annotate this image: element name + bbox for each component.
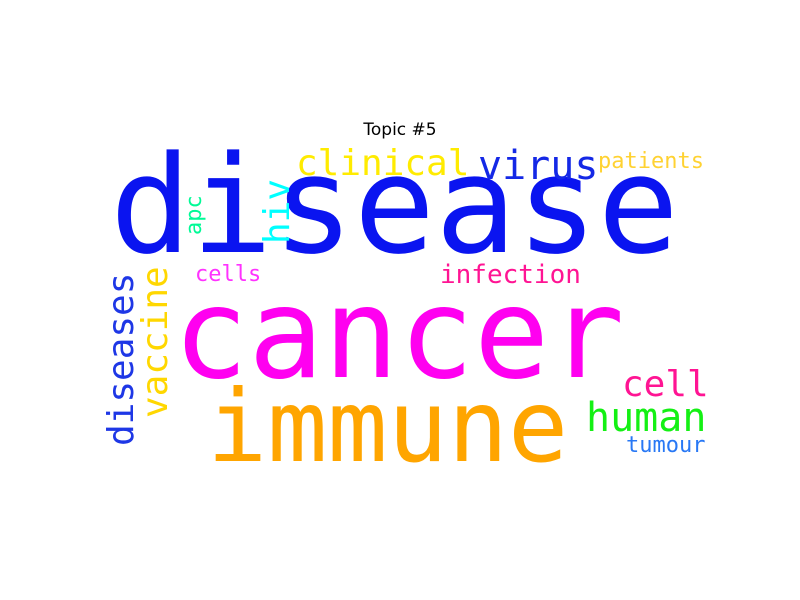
word-human: human: [586, 395, 707, 441]
word-cloud-title: Topic #5: [363, 120, 437, 140]
word-cancer: cancer: [173, 262, 625, 407]
word-patients: patients: [598, 149, 704, 174]
word-cell: cell: [622, 364, 709, 405]
word-apc: apc: [182, 195, 207, 235]
word-tumour: tumour: [626, 433, 706, 458]
word-hiv: hiv: [257, 178, 298, 244]
word-cells: cells: [195, 262, 262, 287]
word-vaccine: vaccine: [135, 266, 176, 418]
word-immune: immune: [207, 368, 569, 485]
word-disease: disease: [110, 127, 679, 284]
word-virus: virus: [478, 143, 599, 189]
word-clinical: clinical: [296, 143, 470, 184]
word-infection: infection: [440, 260, 581, 290]
